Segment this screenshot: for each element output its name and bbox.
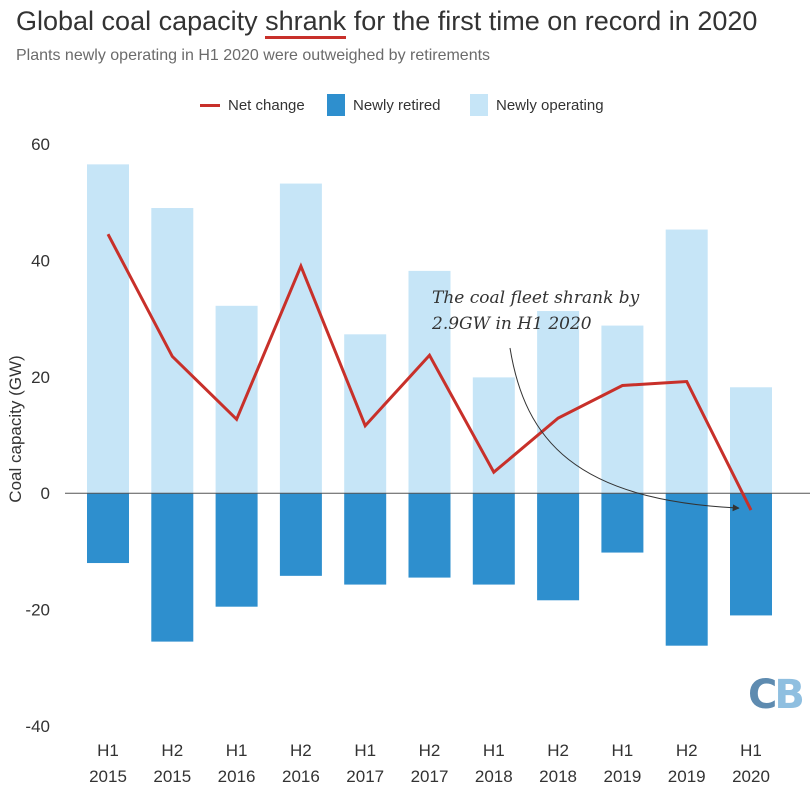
carbon-brief-logo: C B [748,672,805,718]
y-tick-label: 40 [31,251,50,270]
x-tick-label: H2 [547,741,569,760]
x-tick-label: 2016 [218,767,256,786]
bar-newly-retired [151,493,194,642]
x-tick-label: H1 [226,741,248,760]
bar-newly-retired [601,493,644,553]
bar-newly-operating [215,305,258,494]
bar-newly-operating [151,208,194,494]
x-tick-label: 2018 [475,767,513,786]
bar-newly-retired [408,493,451,578]
x-tick-label: H2 [419,741,441,760]
x-tick-label: H2 [676,741,698,760]
bar-newly-retired [472,493,515,585]
x-tick-label: 2016 [282,767,320,786]
y-tick-label: -40 [25,717,50,736]
title-highlight: shrank [265,6,347,39]
x-tick-label: 2019 [603,767,641,786]
legend-label-net-change: Net change [228,96,305,114]
bar-newly-retired [730,493,772,616]
bar-newly-retired [215,493,258,607]
legend-swatch-newly-retired [327,94,345,116]
chart-annotation: The coal fleet shrank by 2.9GW in H1 202… [432,288,640,334]
chart-subtitle: Plants newly operating in H1 2020 were o… [16,47,491,64]
bar-newly-operating [665,229,708,494]
x-tick-label: H1 [354,741,376,760]
x-tick-label: 2018 [539,767,577,786]
bar-newly-operating [279,183,322,494]
bar-newly-retired [344,493,387,585]
y-tick-label: 60 [31,135,50,154]
legend-label-newly-retired: Newly retired [353,96,441,114]
bar-newly-retired [279,493,322,576]
x-tick-label: H1 [97,741,119,760]
chart-title: Global coal capacity shrank for the firs… [16,6,758,39]
x-tick-label: 2017 [346,767,384,786]
x-tick-label: H2 [161,741,183,760]
x-tick-label: H1 [483,741,505,760]
x-tick-label: H2 [290,741,312,760]
x-tick-label: 2017 [411,767,449,786]
annotation-arrow [509,347,740,512]
y-tick-label: 20 [31,368,50,387]
bar-newly-operating [87,164,129,494]
y-tick-label: 0 [41,484,50,503]
x-tick-label: 2015 [89,767,127,786]
bar-newly-retired [87,493,129,564]
legend-item-newly-operating: Newly operating [470,92,604,118]
legend-swatch-net-change [200,103,220,107]
y-tick-label: -20 [25,601,50,620]
y-axis-label: Coal capacity (GW) [6,355,25,502]
title-part-2: for the first time on record in 2020 [346,6,758,36]
bar-newly-operating [344,334,387,494]
logo-letter-b: B [774,672,804,718]
logo-letter-c: C [748,672,777,718]
x-tick-label: 2015 [153,767,191,786]
x-tick-label: H1 [740,741,762,760]
x-tick-label: 2019 [668,767,706,786]
x-tick-label: H1 [612,741,634,760]
bar-newly-retired [665,493,708,646]
bar-newly-operating [730,387,772,494]
x-tick-label: 2020 [732,767,770,786]
legend-item-net-change: Net change [200,92,305,118]
legend-item-newly-retired: Newly retired [327,92,441,118]
bar-newly-operating [601,325,644,494]
bar-newly-retired [537,493,580,601]
chart-legend: Net change Newly retired Newly operating [0,92,810,118]
bar-newly-operating [472,377,515,494]
legend-swatch-newly-operating [470,94,488,116]
line-net-change [106,233,753,511]
legend-label-newly-operating: Newly operating [496,96,604,114]
title-part-1: Global coal capacity [16,6,266,36]
bar-newly-operating [537,311,580,494]
